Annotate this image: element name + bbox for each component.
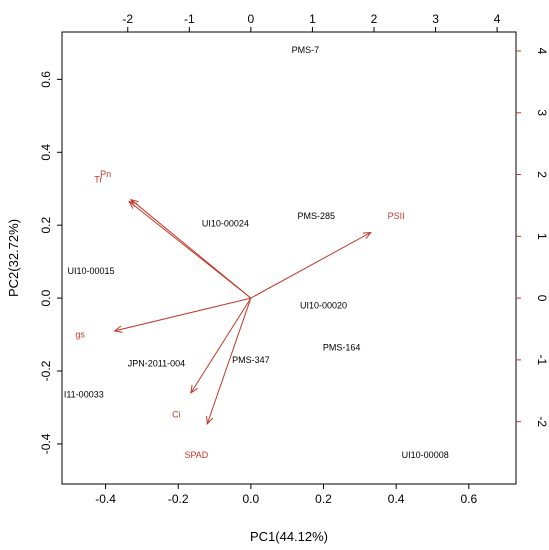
loading-arrowhead <box>128 200 138 209</box>
loading-arrow <box>250 232 371 299</box>
x-axis-top: -2 -1 0 1 2 3 4 <box>122 12 501 32</box>
observation-labels: PMS-7 UI10-00024 PMS-285 UI10-00015 UI10-000… <box>64 45 449 460</box>
loading-label: Tr <box>94 175 102 185</box>
top-tick-label: -1 <box>184 12 195 26</box>
right-tick-label: 2 <box>535 171 549 178</box>
x-tick-label: 0.0 <box>243 492 260 506</box>
right-tick-label: 4 <box>535 48 549 55</box>
observation-label: PMS-285 <box>297 211 335 221</box>
x-tick-label: -0.2 <box>168 492 189 506</box>
top-tick-label: 2 <box>371 12 378 26</box>
observation-label: PMS-347 <box>232 355 270 365</box>
loading-arrow <box>114 297 251 332</box>
top-tick-label: 4 <box>494 12 501 26</box>
x-tick-label: 0.6 <box>460 492 477 506</box>
observation-label: PMS-164 <box>323 342 361 352</box>
observation-label: UI10-00020 <box>300 300 347 310</box>
right-tick-label: -1 <box>535 355 549 366</box>
y-tick-label: 0.2 <box>39 217 53 234</box>
observation-label: PMS-7 <box>292 45 320 55</box>
observation-label: UI10-00008 <box>402 450 449 460</box>
observation-label: UI10-00015 <box>68 266 115 276</box>
x-tick-label: -0.4 <box>95 492 116 506</box>
observation-label: I11-00033 <box>64 390 104 400</box>
plot-frame <box>61 31 517 485</box>
y-tick-label: -0.2 <box>39 360 53 381</box>
right-tick-label: -2 <box>535 416 549 427</box>
observation-label: JPN-2011-004 <box>128 359 185 369</box>
x-axis-bottom: -0.4 -0.2 0.0 0.2 0.4 0.6 <box>95 484 477 506</box>
right-tick-label: 1 <box>535 233 549 240</box>
loading-arrow <box>206 297 252 425</box>
right-tick-label: 3 <box>535 109 549 116</box>
loading-arrow <box>128 201 252 299</box>
top-tick-label: 3 <box>432 12 439 26</box>
y-axis-left: -0.4 -0.2 0.0 0.2 0.4 0.6 <box>39 71 62 454</box>
y-tick-label: 0.4 <box>39 144 53 161</box>
loading-arrowhead <box>113 325 123 333</box>
loading-label: Ci <box>172 410 181 420</box>
x-axis-title: PC1(44.12%) <box>250 529 328 544</box>
top-tick-label: 0 <box>248 12 255 26</box>
y-tick-label: -0.4 <box>39 433 53 454</box>
x-tick-label: 0.4 <box>388 492 405 506</box>
right-tick-label: 0 <box>535 295 549 302</box>
y-tick-label: 0.0 <box>39 289 53 306</box>
y-tick-label: 0.6 <box>39 71 53 88</box>
loading-arrow <box>190 297 252 394</box>
loading-label: Pn <box>100 169 111 179</box>
top-tick-label: 1 <box>309 12 316 26</box>
loading-label: gs <box>75 330 85 340</box>
x-tick-label: 0.2 <box>315 492 332 506</box>
y-axis-title: PC2(32.72%) <box>6 219 21 297</box>
loading-label: PSII <box>388 211 405 221</box>
loading-label: SPAD <box>184 450 208 460</box>
loading-arrowhead <box>206 415 214 426</box>
observation-label: UI10-00024 <box>202 218 249 228</box>
top-tick-label: -2 <box>122 12 133 26</box>
loading-arrowhead <box>362 231 372 240</box>
loading-arrowhead <box>190 384 198 394</box>
y-axis-right: -2 -1 0 1 2 3 4 <box>516 48 549 427</box>
